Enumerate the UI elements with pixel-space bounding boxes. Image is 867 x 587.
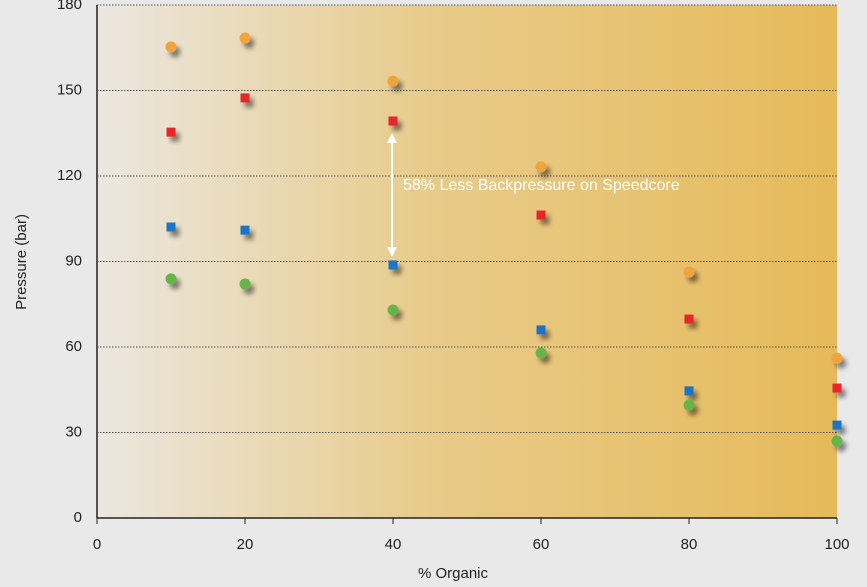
point bbox=[165, 273, 177, 285]
y-tick-label: 150 bbox=[57, 81, 82, 98]
point bbox=[240, 225, 250, 235]
x-axis-label: % Organic bbox=[418, 565, 489, 582]
point bbox=[166, 127, 176, 137]
point bbox=[239, 32, 251, 44]
point bbox=[684, 314, 694, 324]
point bbox=[387, 75, 399, 87]
point bbox=[832, 420, 842, 430]
point bbox=[683, 399, 695, 411]
y-tick-label: 60 bbox=[65, 338, 82, 355]
point bbox=[387, 304, 399, 316]
x-tick-label: 0 bbox=[93, 536, 101, 553]
point bbox=[831, 352, 843, 364]
point bbox=[388, 260, 398, 270]
x-tick-label: 60 bbox=[533, 536, 550, 553]
y-tick-label: 90 bbox=[65, 252, 82, 269]
x-tick-label: 80 bbox=[681, 536, 698, 553]
point bbox=[166, 222, 176, 232]
point bbox=[239, 278, 251, 290]
y-tick-label: 0 bbox=[74, 509, 82, 526]
y-tick-label: 30 bbox=[65, 423, 82, 440]
annotation: 58% Less Backpressure on Speedcore bbox=[403, 177, 680, 194]
point bbox=[831, 435, 843, 447]
point bbox=[535, 161, 547, 173]
point bbox=[832, 383, 842, 393]
x-tick-label: 20 bbox=[237, 536, 254, 553]
x-tick-label: 100 bbox=[824, 536, 849, 553]
point bbox=[684, 386, 694, 396]
point bbox=[536, 210, 546, 220]
y-tick-label: 120 bbox=[57, 167, 82, 184]
point bbox=[536, 325, 546, 335]
point bbox=[683, 266, 695, 278]
x-tick-label: 40 bbox=[385, 536, 402, 553]
point bbox=[165, 41, 177, 53]
y-axis-label: Pressure (bar) bbox=[13, 214, 30, 310]
point bbox=[535, 347, 547, 359]
point bbox=[240, 93, 250, 103]
y-tick-label: 180 bbox=[57, 0, 82, 13]
point bbox=[388, 116, 398, 126]
